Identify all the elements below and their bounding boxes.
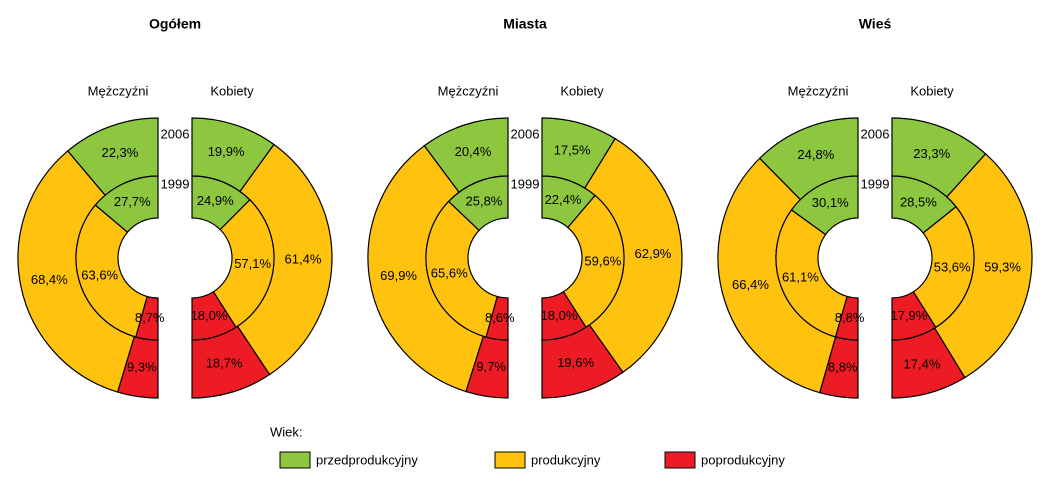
value-label: 30,1% <box>812 195 849 210</box>
segment <box>562 194 625 329</box>
group-label: Mężczyźni <box>88 83 149 98</box>
value-label: 25,8% <box>466 193 503 208</box>
legend-swatch <box>279 451 311 469</box>
value-label: 57,1% <box>234 256 271 271</box>
value-label: 65,6% <box>431 266 468 281</box>
group-label: Mężczyźni <box>788 83 849 98</box>
value-label: 22,4% <box>545 192 582 207</box>
value-label: 61,1% <box>782 269 819 284</box>
segment <box>425 200 499 338</box>
segment <box>891 291 937 341</box>
ring-label: 2006 <box>511 126 540 141</box>
legend-title: Wiek: <box>270 424 303 439</box>
value-label: 17,5% <box>554 143 591 158</box>
chart-title: Wieś <box>859 16 892 32</box>
legend-swatch <box>664 451 696 469</box>
value-label: 9,7% <box>476 359 506 374</box>
chart-title: Miasta <box>503 16 547 32</box>
value-label: 8,8% <box>828 359 858 374</box>
value-label: 24,9% <box>197 193 234 208</box>
segment <box>75 204 148 338</box>
value-label: 18,7% <box>206 356 243 371</box>
segment <box>912 205 975 329</box>
segment <box>191 290 237 341</box>
chart-title: Ogółem <box>149 16 201 32</box>
ring-label: 1999 <box>161 176 190 191</box>
value-label: 19,9% <box>208 144 245 159</box>
ring-label: 1999 <box>511 176 540 191</box>
legend-swatch <box>494 451 526 469</box>
value-label: 9,3% <box>127 359 157 374</box>
legend-label: produkcyjny <box>531 452 601 467</box>
ring-label: 2006 <box>161 126 190 141</box>
value-label: 18,0% <box>541 308 578 323</box>
value-label: 69,9% <box>380 268 417 283</box>
value-label: 17,4% <box>904 356 941 371</box>
value-label: 24,8% <box>797 147 834 162</box>
segment <box>485 295 509 341</box>
value-label: 8,6% <box>485 310 515 325</box>
value-label: 59,6% <box>584 254 621 269</box>
value-label: 18,0% <box>191 308 228 323</box>
value-label: 66,4% <box>732 277 769 292</box>
segment <box>135 295 159 341</box>
value-label: 19,6% <box>557 355 594 370</box>
value-label: 22,3% <box>101 145 138 160</box>
ring-label: 1999 <box>861 176 890 191</box>
legend-label: przedprodukcyjny <box>316 452 418 467</box>
value-label: 28,5% <box>900 194 937 209</box>
value-label: 68,4% <box>31 272 68 287</box>
group-label: Kobiety <box>560 83 604 98</box>
group-label: Mężczyźni <box>438 83 499 98</box>
group-label: Kobiety <box>210 83 254 98</box>
segment <box>834 295 859 341</box>
ring-label: 2006 <box>861 126 890 141</box>
value-label: 8,7% <box>135 310 165 325</box>
group-label: Kobiety <box>910 83 954 98</box>
value-label: 61,4% <box>285 252 322 267</box>
segment <box>541 290 587 341</box>
value-label: 8,8% <box>835 310 865 325</box>
segment <box>775 209 848 338</box>
value-label: 27,7% <box>114 194 151 209</box>
value-label: 63,6% <box>81 267 118 282</box>
legend-label: poprodukcyjny <box>701 452 785 467</box>
value-label: 23,3% <box>913 146 950 161</box>
segment <box>212 198 275 329</box>
value-label: 17,9% <box>890 308 927 323</box>
value-label: 62,9% <box>635 246 672 261</box>
value-label: 53,6% <box>934 260 971 275</box>
value-label: 59,3% <box>984 260 1021 275</box>
value-label: 20,4% <box>455 144 492 159</box>
